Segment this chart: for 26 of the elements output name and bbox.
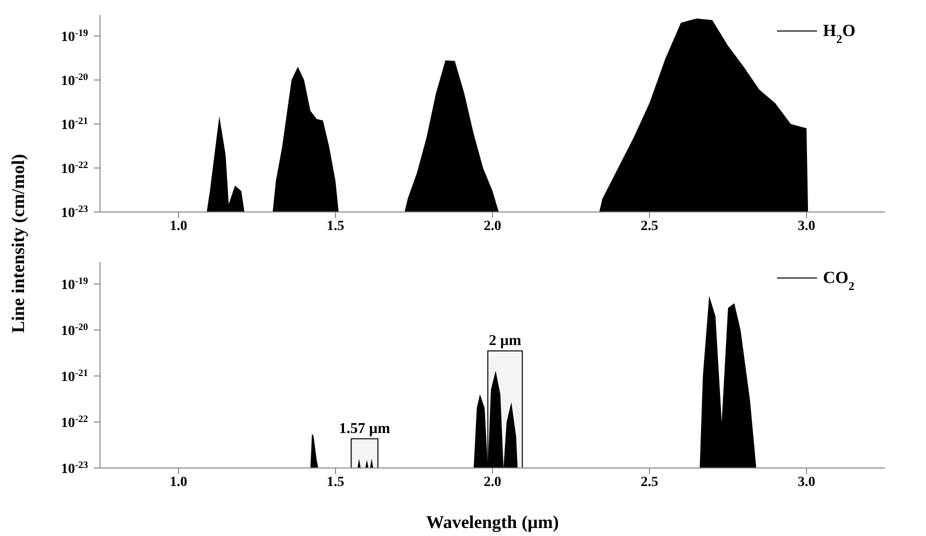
x-tick-label: 1.0 <box>170 218 188 234</box>
x-tick-label: 3.0 <box>798 474 816 490</box>
x-tick-label: 1.0 <box>170 474 188 490</box>
y-tick-label: 10$^{-21}$ <box>60 115 88 133</box>
y-tick-label: 10$^{-20}$ <box>60 71 88 89</box>
x-axis-title: Wavelength (µm) <box>426 512 559 532</box>
y-tick-label: 10$^{-21}$ <box>60 367 88 385</box>
y-tick-label: 10$^{-22}$ <box>60 413 88 431</box>
y-tick-label: 10$^{-23}$ <box>60 460 88 477</box>
legend-label: H$_{2}$O <box>823 21 856 46</box>
band-label: 1.57 µm <box>338 420 391 437</box>
legend-label: CO$_{2}$ <box>823 268 854 293</box>
x-tick-label: 3.0 <box>798 218 816 234</box>
y-tick-label: 10$^{-19}$ <box>60 27 88 45</box>
x-tick-label: 2.0 <box>484 474 502 490</box>
y-tick-label: 10$^{-23}$ <box>60 204 88 221</box>
x-tick-label: 2.0 <box>484 218 502 234</box>
y-tick-label: 10$^{-19}$ <box>60 275 88 293</box>
y-tick-label: 10$^{-20}$ <box>60 321 88 339</box>
x-tick-label: 2.5 <box>640 218 658 234</box>
y-axis-title: Line intensity (cm/mol) <box>8 154 29 332</box>
x-tick-label: 1.5 <box>326 474 344 490</box>
x-tick-label: 2.5 <box>640 474 658 490</box>
band-label: 2 µm <box>488 332 522 349</box>
x-tick-label: 1.5 <box>326 218 344 234</box>
y-tick-label: 10$^{-22}$ <box>60 160 88 177</box>
